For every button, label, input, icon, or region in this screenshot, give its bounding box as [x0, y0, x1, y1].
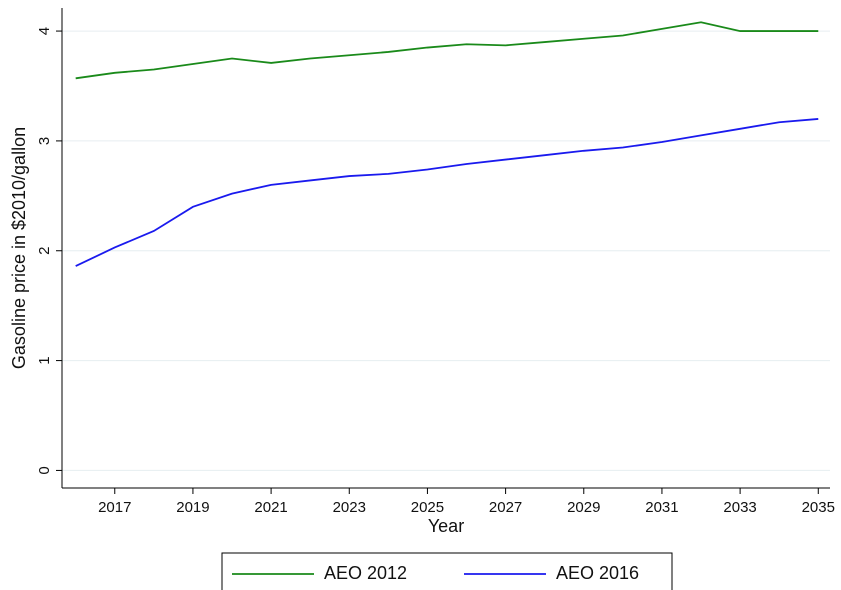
legend-label: AEO 2016: [556, 563, 639, 583]
x-tick-label: 2027: [489, 499, 522, 516]
x-tick-label: 2019: [176, 499, 209, 516]
y-axis-label: Gasoline price in $2010/gallon: [9, 127, 29, 369]
y-tick-label: 1: [36, 356, 53, 364]
x-tick-label: 2033: [723, 499, 756, 516]
y-tick-label: 3: [36, 137, 53, 145]
x-tick-label: 2035: [802, 499, 835, 516]
series-line: [75, 21, 819, 80]
legend-label: AEO 2012: [324, 563, 407, 583]
x-tick-label: 2025: [411, 499, 444, 516]
y-tick-label: 0: [36, 466, 53, 474]
x-tick-label: 2031: [645, 499, 678, 516]
x-tick-label: 2021: [254, 499, 287, 516]
x-axis-label: Year: [428, 516, 464, 536]
y-tick-label: 2: [36, 247, 53, 255]
x-tick-label: 2017: [98, 499, 131, 516]
x-tick-label: 2029: [567, 499, 600, 516]
legend-box: [221, 552, 673, 590]
series-line: [75, 118, 819, 267]
x-tick-label: 2023: [333, 499, 366, 516]
y-tick-label: 4: [36, 27, 53, 35]
